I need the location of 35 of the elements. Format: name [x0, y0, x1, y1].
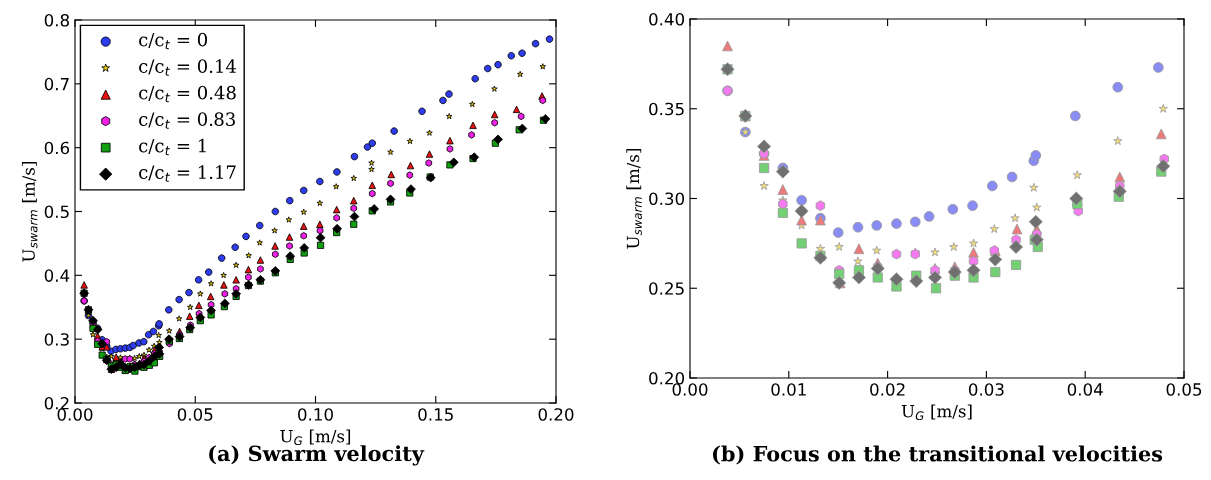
y-tick-label: 0.8: [44, 13, 69, 27]
x-tick-label: 0.04: [1067, 383, 1103, 396]
legend-label: c/c$_{t}$ = 0.14: [139, 59, 237, 76]
y-tick-label: 0.25: [649, 282, 684, 295]
text: (b) Focus on the transitional velocities: [713, 445, 1163, 465]
y-tick-label: 0.30: [649, 192, 685, 206]
y-tick-label: 0.40: [649, 12, 685, 26]
x-tick-label: 0.00: [57, 408, 93, 421]
legend-label: c/c$_{t}$ = 1: [139, 138, 206, 156]
y-tick-label: 0.7: [44, 77, 69, 91]
y-tick-label: 0.35: [649, 102, 684, 116]
legend-label: c/c$_{t}$ = 0: [139, 32, 208, 50]
x-tick-label: 0.00: [672, 383, 708, 396]
legend-label: c/c$_{t}$ = 0.48: [139, 85, 236, 103]
y-tick-label: 0.20: [649, 371, 685, 385]
y-tick-label: 0.2: [44, 396, 69, 410]
x-tick-label: 0.01: [771, 383, 806, 396]
legend-label: c/c$_{t}$ = 1.17: [139, 165, 236, 182]
x-tick-label: 0.02: [870, 383, 905, 396]
x-tick-label: 0.05: [1166, 383, 1202, 396]
x-tick-label: 0.20: [538, 408, 574, 421]
x-tick-label: 0.15: [418, 408, 453, 421]
y-axis-title: U$_{swarm}$ [m/s]: [21, 162, 38, 262]
x-tick-label: 0.10: [298, 408, 333, 421]
y-tick-label: 0.4: [44, 269, 70, 282]
x-axis-title: U$_{G}$ [m/s]: [901, 404, 972, 421]
y-tick-label: 0.6: [44, 141, 70, 155]
y-tick-label: 0.5: [44, 205, 69, 219]
y-tick-label: 0.3: [44, 333, 69, 346]
text: (a) Swarm velocity: [209, 445, 425, 466]
x-tick-label: 0.03: [968, 383, 1004, 396]
legend-label: c/c$_{t}$ = 0.83: [139, 112, 235, 129]
x-axis-title: U$_{G}$ [m/s]: [280, 429, 351, 446]
y-axis-title: U$_{swarm}$ [m/s]: [626, 149, 642, 249]
x-tick-label: 0.05: [177, 408, 213, 421]
